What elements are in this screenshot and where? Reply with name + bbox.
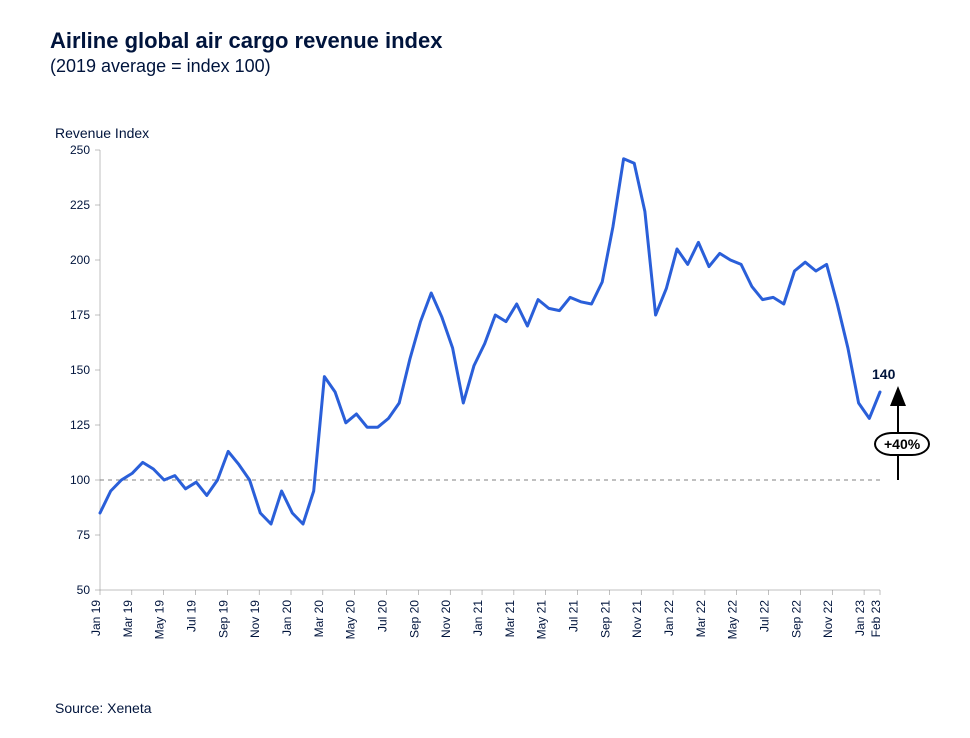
svg-text:May 22: May 22 <box>726 600 740 640</box>
svg-text:Jul 19: Jul 19 <box>185 600 199 632</box>
svg-text:125: 125 <box>70 418 90 432</box>
svg-text:Sep 19: Sep 19 <box>216 600 230 638</box>
svg-text:Jan 23: Jan 23 <box>853 600 867 636</box>
svg-text:Sep 20: Sep 20 <box>407 600 421 638</box>
svg-text:150: 150 <box>70 363 90 377</box>
svg-text:Nov 21: Nov 21 <box>630 600 644 638</box>
svg-text:Jul 21: Jul 21 <box>567 600 581 632</box>
svg-text:Jul 20: Jul 20 <box>376 600 390 632</box>
svg-text:Mar 19: Mar 19 <box>121 600 135 638</box>
svg-text:100: 100 <box>70 473 90 487</box>
svg-text:May 20: May 20 <box>344 600 358 640</box>
svg-text:Feb 23: Feb 23 <box>869 600 883 638</box>
svg-text:75: 75 <box>77 528 91 542</box>
svg-text:Sep 21: Sep 21 <box>598 600 612 638</box>
svg-text:Mar 20: Mar 20 <box>312 600 326 638</box>
svg-text:Mar 21: Mar 21 <box>503 600 517 638</box>
svg-text:May 21: May 21 <box>535 600 549 640</box>
svg-text:200: 200 <box>70 253 90 267</box>
svg-text:175: 175 <box>70 308 90 322</box>
svg-text:225: 225 <box>70 198 90 212</box>
svg-text:Jan 21: Jan 21 <box>471 600 485 636</box>
percent-badge: +40% <box>874 432 930 456</box>
svg-text:Nov 22: Nov 22 <box>821 600 835 638</box>
chart-svg: 50 75 100 125 150 175 200 225 250 Jan 19 Mar 19 May… <box>0 0 970 738</box>
svg-text:May 19: May 19 <box>153 600 167 640</box>
svg-text:Jan 19: Jan 19 <box>89 600 103 636</box>
svg-text:Nov 20: Nov 20 <box>439 600 453 638</box>
svg-text:Nov 19: Nov 19 <box>248 600 262 638</box>
svg-text:Jan 22: Jan 22 <box>662 600 676 636</box>
svg-text:250: 250 <box>70 143 90 157</box>
svg-text:50: 50 <box>77 583 91 597</box>
chart-container: Airline global air cargo revenue index (… <box>0 0 970 738</box>
end-value-label: 140 <box>872 366 895 382</box>
svg-text:Sep 22: Sep 22 <box>789 600 803 638</box>
svg-text:Jan 20: Jan 20 <box>280 600 294 636</box>
svg-text:Jul 22: Jul 22 <box>758 600 772 632</box>
svg-text:Mar 22: Mar 22 <box>694 600 708 638</box>
